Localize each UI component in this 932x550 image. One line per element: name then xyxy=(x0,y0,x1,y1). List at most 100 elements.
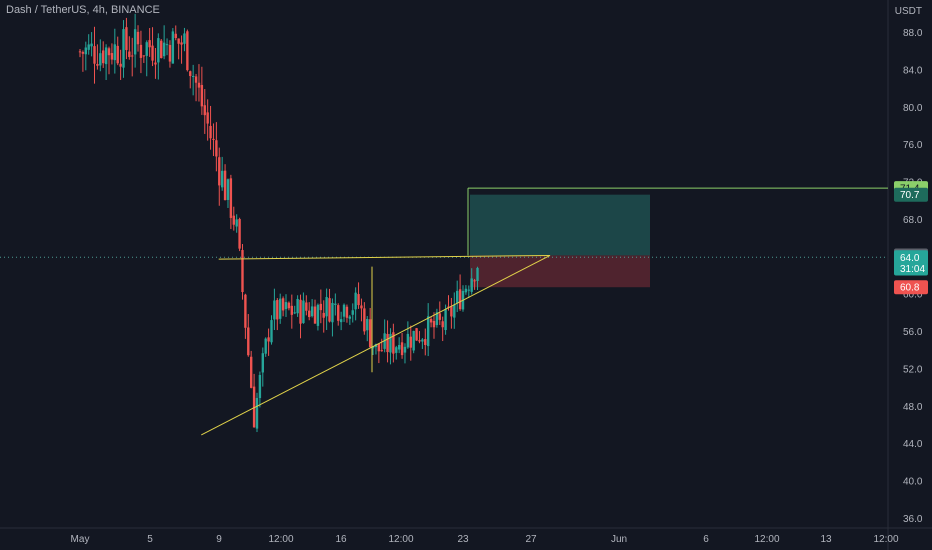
candle-body[interactable] xyxy=(383,333,386,349)
candle-body[interactable] xyxy=(386,333,389,353)
candle-body[interactable] xyxy=(183,33,186,44)
candle-body[interactable] xyxy=(197,82,201,88)
candle-body[interactable] xyxy=(247,327,250,356)
candle-body[interactable] xyxy=(119,63,122,67)
candle-body[interactable] xyxy=(409,336,412,348)
candle-body[interactable] xyxy=(191,75,195,77)
candle-body[interactable] xyxy=(368,319,372,348)
candle-body[interactable] xyxy=(432,321,436,328)
candle-body[interactable] xyxy=(302,300,305,324)
candle-body[interactable] xyxy=(441,321,444,328)
candle-body[interactable] xyxy=(473,280,476,282)
candle-body[interactable] xyxy=(284,302,288,310)
candle-body[interactable] xyxy=(334,303,337,305)
candle-body[interactable] xyxy=(238,219,241,249)
candle-body[interactable] xyxy=(136,31,140,45)
candle-body[interactable] xyxy=(270,320,273,343)
candle-body[interactable] xyxy=(223,170,227,201)
candle-body[interactable] xyxy=(397,345,401,350)
candle-body[interactable] xyxy=(139,44,143,58)
candle-body[interactable] xyxy=(392,332,395,354)
candle-body[interactable] xyxy=(125,27,128,51)
time-axis[interactable]: May 5 9 12:00 16 12:00 23 27 Jun 6 12:00 13 12:00 xyxy=(71,534,899,545)
candle-body[interactable] xyxy=(162,42,166,57)
candle-body[interactable] xyxy=(160,40,163,59)
candle-body[interactable] xyxy=(273,300,276,320)
candle-body[interactable] xyxy=(212,138,215,140)
candle-body[interactable] xyxy=(258,374,262,399)
candle-body[interactable] xyxy=(99,53,102,66)
candle-body[interactable] xyxy=(322,312,325,318)
candle-body[interactable] xyxy=(424,339,427,345)
candle-body[interactable] xyxy=(450,306,453,317)
candle-body[interactable] xyxy=(249,356,253,388)
candle-body[interactable] xyxy=(337,305,340,321)
candle-body[interactable] xyxy=(435,312,439,326)
candle-body[interactable] xyxy=(110,53,114,60)
candle-body[interactable] xyxy=(180,42,183,45)
candle-body[interactable] xyxy=(177,38,180,44)
candle-body[interactable] xyxy=(380,350,383,352)
candle-body[interactable] xyxy=(467,289,471,291)
candle-body[interactable] xyxy=(299,299,302,324)
candle-body[interactable] xyxy=(90,43,93,47)
candle-body[interactable] xyxy=(116,45,119,64)
candle-body[interactable] xyxy=(426,316,430,347)
candle-body[interactable] xyxy=(345,306,349,318)
candle-body[interactable] xyxy=(189,71,192,77)
candle-body[interactable] xyxy=(200,84,204,107)
candle-body[interactable] xyxy=(264,338,267,354)
candle-body[interactable] xyxy=(371,346,375,349)
candle-body[interactable] xyxy=(107,48,111,56)
candle-body[interactable] xyxy=(226,179,230,200)
candle-body[interactable] xyxy=(366,319,369,331)
candle-body[interactable] xyxy=(157,38,160,63)
candle-body[interactable] xyxy=(151,45,154,61)
candle-body[interactable] xyxy=(194,76,198,83)
candle-body[interactable] xyxy=(455,290,459,304)
candle-body[interactable] xyxy=(363,308,366,332)
candle-body[interactable] xyxy=(348,316,352,319)
candle-body[interactable] xyxy=(403,346,407,353)
candle-body[interactable] xyxy=(104,47,108,65)
candle-body[interactable] xyxy=(93,46,96,64)
candle-body[interactable] xyxy=(142,55,146,57)
candle-body[interactable] xyxy=(220,170,224,188)
candle-body[interactable] xyxy=(174,33,177,39)
candle-body[interactable] xyxy=(331,302,334,323)
candle-body[interactable] xyxy=(145,42,148,56)
candle-body[interactable] xyxy=(261,353,264,373)
support-trendline[interactable] xyxy=(201,254,551,436)
candle-body[interactable] xyxy=(131,55,134,57)
candle-body[interactable] xyxy=(244,294,247,328)
candle-body[interactable] xyxy=(351,310,354,315)
candle-body[interactable] xyxy=(276,300,279,320)
candle-body[interactable] xyxy=(470,278,473,292)
candle-body[interactable] xyxy=(206,112,209,124)
candle-body[interactable] xyxy=(357,294,360,306)
candle-body[interactable] xyxy=(325,297,328,317)
candle-body[interactable] xyxy=(310,306,314,317)
candle-body[interactable] xyxy=(84,47,88,55)
candle-body[interactable] xyxy=(102,50,105,64)
candle-body[interactable] xyxy=(128,51,131,57)
candle-body[interactable] xyxy=(252,386,256,428)
resistance-trendline[interactable] xyxy=(218,254,551,260)
candle-body[interactable] xyxy=(438,313,441,320)
candle-body[interactable] xyxy=(418,340,421,342)
candle-body[interactable] xyxy=(328,298,331,322)
candle-body[interactable] xyxy=(96,64,99,66)
candle-body[interactable] xyxy=(290,305,294,315)
candle-body[interactable] xyxy=(453,304,456,318)
candle-body[interactable] xyxy=(229,178,233,218)
candle-body[interactable] xyxy=(165,44,169,46)
candle-body[interactable] xyxy=(476,267,479,281)
candle-body[interactable] xyxy=(389,333,392,353)
candle-body[interactable] xyxy=(287,302,291,309)
candles[interactable] xyxy=(78,13,479,433)
candle-body[interactable] xyxy=(458,289,462,310)
candle-body[interactable] xyxy=(218,157,221,186)
candle-body[interactable] xyxy=(232,215,235,225)
